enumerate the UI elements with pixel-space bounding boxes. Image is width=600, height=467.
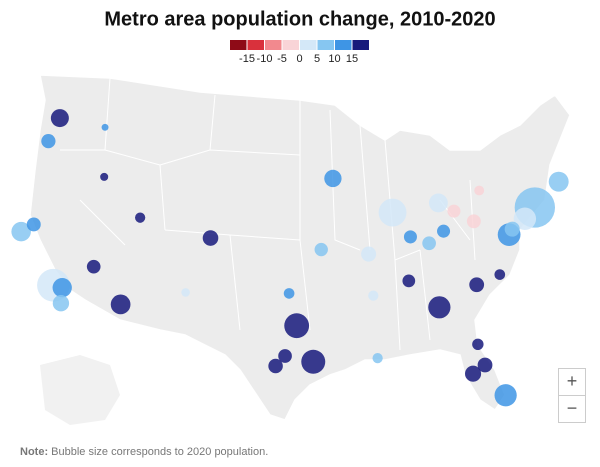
metro-bubble <box>368 290 379 301</box>
metro-bubble <box>465 365 482 382</box>
alaska <box>40 355 120 425</box>
metro-bubble <box>474 185 485 196</box>
metro-bubble <box>50 109 69 128</box>
metro-bubble <box>110 294 131 315</box>
metro-bubble <box>278 349 292 363</box>
note: Note: Bubble size corresponds to 2020 po… <box>20 446 268 458</box>
legend-label: -10 <box>257 53 273 65</box>
metro-bubble <box>403 230 417 244</box>
zoom-in[interactable]: + <box>558 368 586 396</box>
metro-bubble <box>202 230 219 246</box>
legend: -15 -10 -5 0 5 10 15 <box>230 40 369 65</box>
legend-label: 15 <box>346 53 358 65</box>
legend-label: -15 <box>239 53 255 65</box>
metro-bubble <box>447 204 461 218</box>
legend-label: -5 <box>277 53 287 65</box>
legend-swatch <box>300 40 317 50</box>
metro-bubble <box>52 277 72 298</box>
bubbles <box>11 109 569 407</box>
metro-bubble <box>11 221 31 242</box>
metro-bubble <box>101 123 109 131</box>
metro-bubble <box>477 357 493 373</box>
metro-bubble <box>494 384 517 407</box>
metro-bubble <box>284 313 310 339</box>
metro-bubble <box>469 277 485 293</box>
note-label: Note: <box>20 446 48 458</box>
metro-bubble <box>422 236 436 251</box>
metro-bubble <box>466 214 481 229</box>
metro-bubble <box>181 288 190 297</box>
metro-bubble <box>324 169 342 188</box>
metro-bubble <box>41 133 56 149</box>
metro-bubble <box>472 338 484 350</box>
metro-bubble <box>513 207 537 230</box>
legend-label: 10 <box>328 53 340 65</box>
legend-swatch <box>247 40 264 50</box>
zoom-out[interactable]: − <box>558 395 586 423</box>
metro-bubble <box>428 193 448 213</box>
legend-label: 0 <box>296 53 302 65</box>
metro-bubble <box>283 288 295 299</box>
us-outline <box>29 74 571 421</box>
metro-bubble <box>314 242 328 257</box>
note-text: Bubble size corresponds to 2020 populati… <box>51 446 268 458</box>
legend-swatch <box>335 40 352 50</box>
legend-label: 5 <box>314 53 320 65</box>
legend-swatch <box>265 40 282 50</box>
metro-bubble <box>268 358 283 374</box>
state-lines <box>60 77 476 351</box>
metro-bubble <box>86 259 101 274</box>
metro-bubble <box>372 352 383 364</box>
title: Metro area population change, 2010-2020 <box>104 8 495 30</box>
metro-bubble <box>135 212 146 223</box>
metro-bubble <box>428 296 451 319</box>
metro-bubble <box>402 274 416 288</box>
metro-bubble <box>301 349 326 374</box>
metro-bubble <box>100 172 109 181</box>
metro-bubble <box>494 269 506 280</box>
legend-swatch <box>282 40 299 50</box>
legend-swatch <box>230 40 247 50</box>
metro-bubble <box>361 246 377 262</box>
legend-swatch <box>352 40 369 50</box>
metro-bubble <box>378 198 407 227</box>
metro-bubble <box>437 224 451 238</box>
legend-swatch <box>317 40 334 50</box>
metro-bubble <box>26 217 41 232</box>
metro-bubble <box>504 221 520 237</box>
metro-bubble <box>52 295 70 312</box>
metro-bubble <box>548 171 569 192</box>
